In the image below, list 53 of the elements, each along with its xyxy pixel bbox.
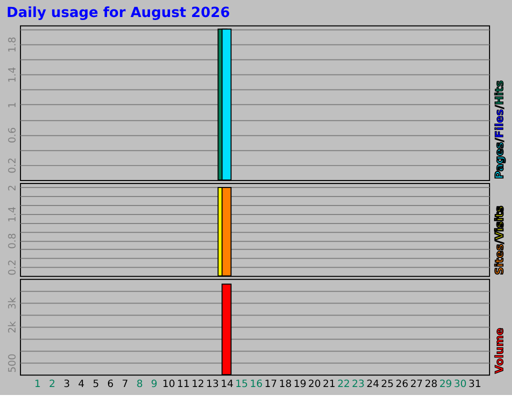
y-tick-label: 2	[7, 184, 18, 192]
y-tick-label: 1	[7, 102, 18, 108]
x-tick-label: 11	[177, 379, 190, 390]
text: Volume	[493, 328, 506, 374]
x-tick-label: 20	[308, 379, 321, 390]
y-tick-label: 0.2	[7, 158, 18, 174]
y-tick-label: 2k	[7, 320, 18, 334]
x-tick-label: 25	[381, 379, 394, 390]
x-tick-label: 7	[122, 379, 128, 390]
text: Pages	[493, 142, 506, 180]
x-tick-label: 31	[468, 379, 482, 390]
x-tick-label: 5	[92, 379, 100, 390]
x-tick-label: 21	[322, 379, 336, 390]
text: Sites	[493, 244, 506, 275]
text: Hits	[493, 80, 506, 106]
text: /	[493, 240, 506, 244]
x-tick-label: 18	[279, 379, 292, 390]
x-tick-label: 27	[410, 379, 423, 390]
y-tick-label: 1.8	[7, 36, 18, 53]
y-tick-label: 1.4	[7, 66, 18, 83]
x-tick-label: 15	[235, 379, 248, 390]
text: /	[493, 138, 506, 142]
x-tick-label: 22	[337, 379, 350, 390]
x-tick-label: 4	[78, 379, 84, 390]
y-tick-label: 0.6	[7, 127, 18, 144]
x-tick-label: 6	[107, 379, 114, 390]
x-tick-label: 30	[454, 379, 467, 390]
chart-title: Daily usage for August 2026	[6, 4, 230, 21]
x-tick-label: 24	[366, 379, 380, 390]
x-tick-label: 13	[206, 379, 219, 390]
y-tick-label: 3k	[7, 297, 18, 310]
x-tick-label: 16	[250, 379, 263, 390]
x-tick-label: 29	[439, 379, 452, 390]
x-tick-label: 9	[151, 379, 158, 390]
x-tick-label: 17	[264, 379, 278, 390]
x-tick-label: 10	[162, 379, 176, 390]
y-tick-label: 0.2	[7, 260, 18, 276]
x-tick-label: 23	[352, 379, 365, 390]
y-tick-label: 1.4	[7, 206, 18, 222]
x-tick-label: 3	[64, 379, 70, 390]
x-tick-label: 28	[424, 379, 438, 390]
x-tick-label: 26	[396, 379, 408, 390]
text: Visits	[493, 205, 506, 240]
legend-label: Files	[493, 108, 506, 138]
x-tick-label: 1	[34, 379, 41, 390]
x-tick-label: 8	[136, 379, 143, 390]
y-tick-label: 0.8	[7, 233, 18, 249]
x-tick-label: 14	[220, 379, 234, 390]
x-tick-label: 2	[49, 379, 56, 390]
y-tick-label: 500	[7, 354, 18, 373]
x-tick-label: 19	[294, 379, 306, 390]
text: /	[493, 105, 506, 110]
x-tick-label: 12	[192, 379, 204, 390]
